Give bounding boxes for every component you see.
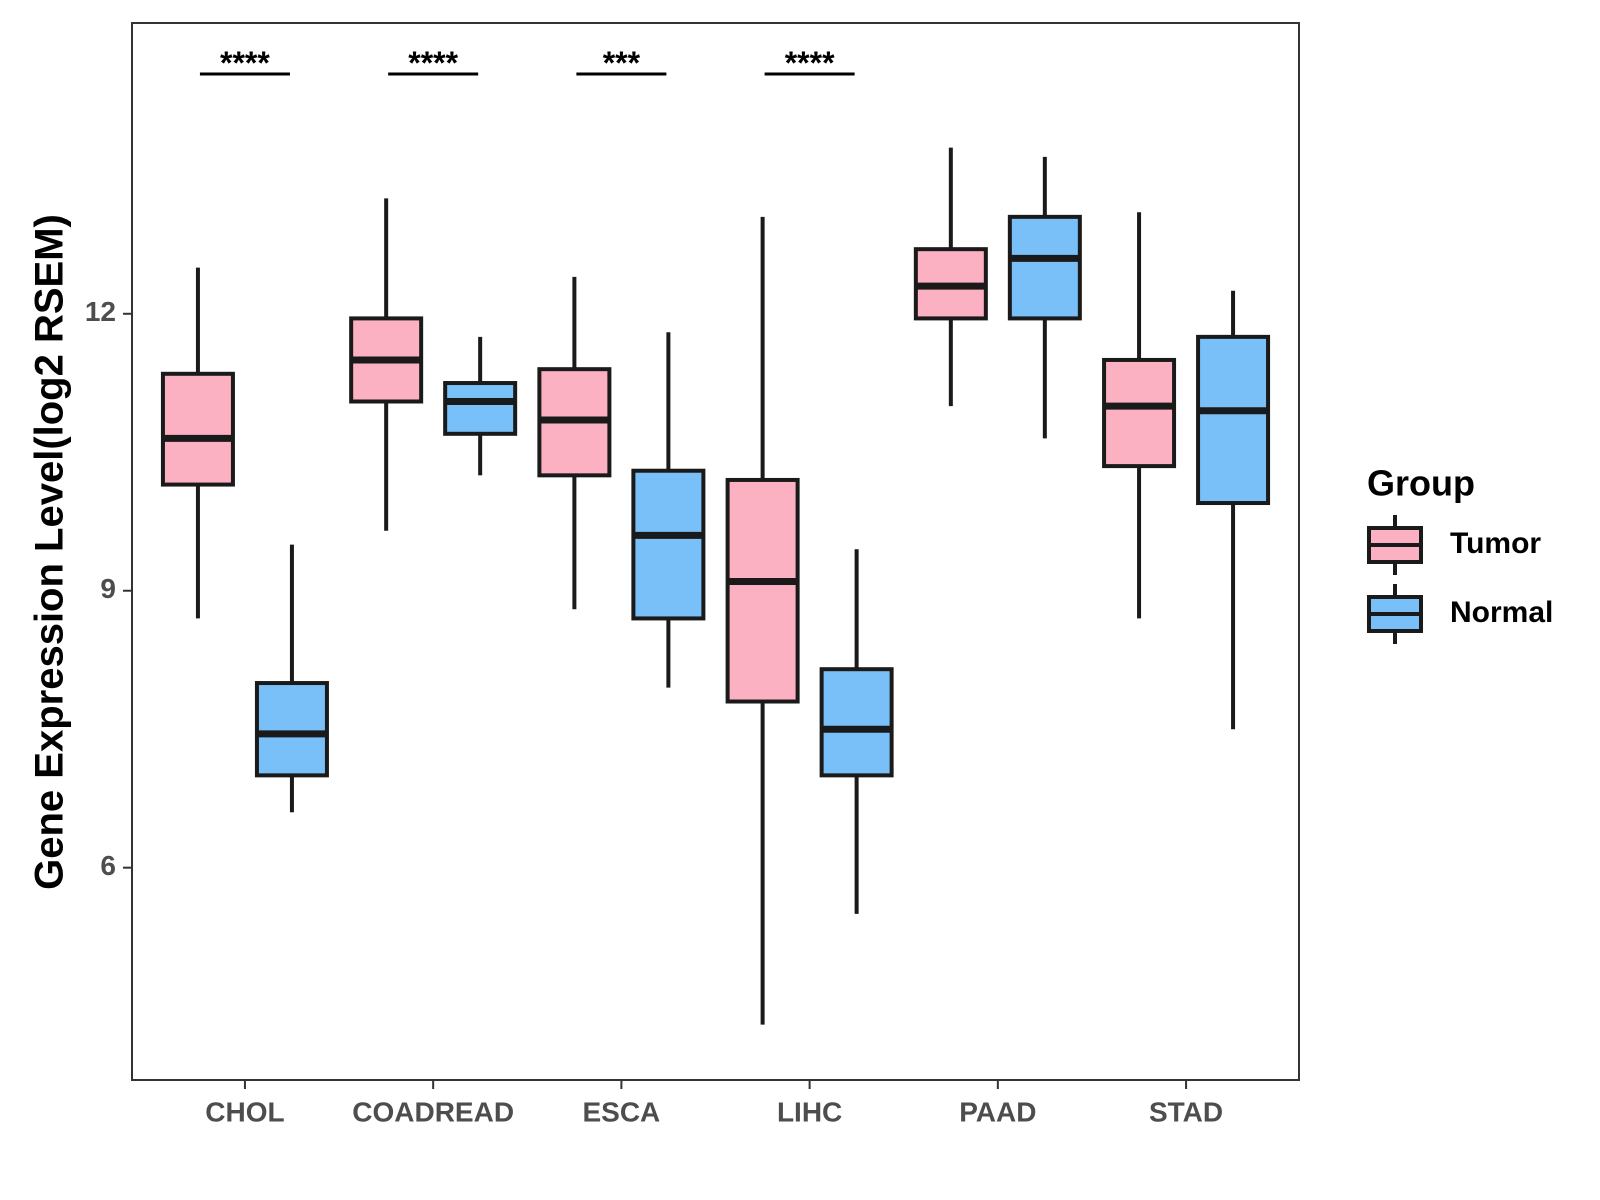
box-normal-coadread bbox=[443, 336, 518, 476]
x-axis: CHOL COADREAD ESCA LIHC PAAD STAD bbox=[205, 1080, 1223, 1127]
box-normal-esca bbox=[631, 332, 706, 688]
significance-layer: **** **** *** **** bbox=[199, 45, 855, 81]
box-normal-lihc bbox=[819, 549, 894, 914]
significance-label: *** bbox=[603, 45, 641, 81]
y-tick-label: 12 bbox=[85, 296, 116, 327]
x-tick-label: CHOL bbox=[205, 1096, 284, 1127]
y-tick-label: 9 bbox=[100, 573, 116, 604]
significance-label: **** bbox=[408, 45, 458, 81]
y-axis-title: Gene Expression Level(log2 RSEM) bbox=[28, 214, 72, 890]
box-tumor-chol bbox=[160, 267, 235, 619]
panel-border bbox=[131, 22, 1300, 1081]
box-body bbox=[443, 381, 518, 436]
x-tick-label: ESCA bbox=[582, 1096, 660, 1127]
box-body bbox=[160, 371, 235, 487]
x-tick-label: PAAD bbox=[959, 1096, 1036, 1127]
box-body bbox=[725, 477, 800, 704]
box-normal-paad bbox=[1007, 156, 1082, 439]
significance-label: **** bbox=[785, 45, 835, 81]
y-axis: 6 9 12 bbox=[85, 296, 132, 881]
box-normal-chol bbox=[254, 544, 329, 813]
boxes-layer bbox=[160, 147, 1271, 1025]
x-tick-label: STAD bbox=[1149, 1096, 1223, 1127]
box-body bbox=[254, 681, 329, 778]
box-tumor-paad bbox=[913, 147, 988, 407]
box-tumor-esca bbox=[537, 276, 612, 610]
x-tick-label: LIHC bbox=[777, 1096, 842, 1127]
legend-key-tumor: Tumor bbox=[1367, 515, 1541, 575]
box-body bbox=[631, 468, 706, 621]
box-tumor-lihc bbox=[725, 216, 800, 1025]
box-normal-stad bbox=[1196, 290, 1271, 730]
legend-key-normal: Normal bbox=[1367, 584, 1553, 644]
box-tumor-coadread bbox=[349, 198, 424, 531]
box-body bbox=[819, 667, 894, 778]
significance-label: **** bbox=[220, 45, 270, 81]
box-body bbox=[1007, 214, 1082, 321]
box-body bbox=[1102, 357, 1177, 469]
legend: Group Tumor Normal bbox=[1367, 463, 1553, 644]
x-tick-label: COADREAD bbox=[352, 1096, 514, 1127]
box-tumor-stad bbox=[1102, 212, 1177, 619]
legend-label: Normal bbox=[1450, 596, 1553, 629]
y-tick-label: 6 bbox=[100, 850, 116, 881]
box-body bbox=[1196, 334, 1271, 506]
legend-title: Group bbox=[1367, 463, 1475, 504]
legend-label: Tumor bbox=[1450, 527, 1541, 560]
